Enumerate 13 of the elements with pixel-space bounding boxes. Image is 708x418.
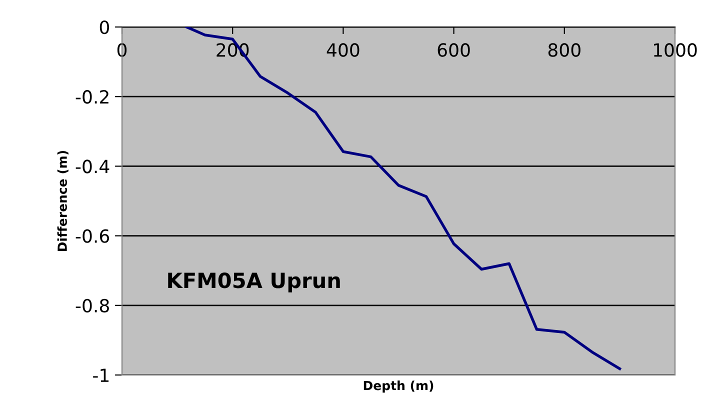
y-tick-label: -0.4 xyxy=(76,160,110,174)
x-tick-label: 400 xyxy=(326,43,360,57)
y-tick-label: -0.8 xyxy=(76,298,109,313)
y-tick-label: 0 xyxy=(100,20,109,34)
x-axis-title: Depth (m) xyxy=(364,380,434,393)
x-tick-label: 1000 xyxy=(654,43,697,57)
y-tick-label: -0.6 xyxy=(76,229,110,243)
x-tick-label: 800 xyxy=(548,43,580,57)
y-tick-label: -0.2 xyxy=(76,90,108,104)
annotation: KFM05A Uprun xyxy=(168,272,340,292)
y-axis-title: Difference (m) xyxy=(57,150,68,251)
x-tick-label: 600 xyxy=(438,43,470,57)
y-tick-label: -1 xyxy=(93,368,109,382)
